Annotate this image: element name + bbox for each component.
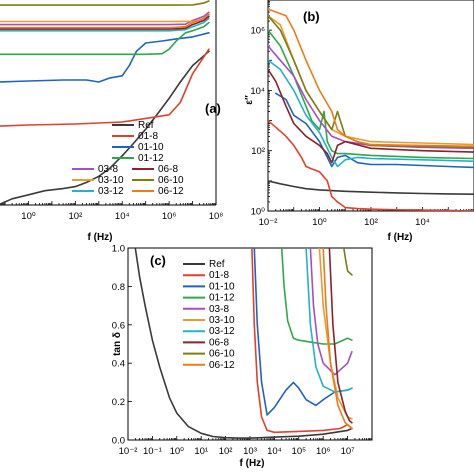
x-tick-label: 10⁴ [115,211,130,222]
x-tick-label: 10⁻¹ [143,446,162,457]
x-tick-label: 10² [69,211,83,222]
legend-label-Ref: Ref [209,259,225,270]
series-line-a-01-12 [0,21,210,56]
legend-label-01-8: 01-8 [138,131,158,142]
panel-c: 10⁻² 10⁻¹ 10⁰ 10¹ 10² 10³ 10⁴ 10⁵ 10⁶ 10⁷ 0.0 0.2 0.… [112,244,373,469]
x-tick-label: 10⁰ [170,446,185,457]
series-line-c-01-10 [253,248,353,416]
series-line-c-03-12 [305,248,353,393]
x-tick-label: 10¹ [194,446,208,457]
x-tick-label: 10⁰ [21,211,36,222]
x-tick-label: 10⁵ [292,446,307,457]
series-line-c-Ref [134,248,353,439]
series-group-c [134,248,353,439]
series-line-c-01-8 [251,248,353,434]
legend-label-06-10: 06-10 [209,349,235,360]
y-tick-label: 10⁰ [251,207,266,218]
series-line-c-03-8 [309,248,353,376]
series-line-b-06-8 [268,68,474,164]
legend-label-01-12: 01-12 [209,293,235,304]
x-tick-label: 10⁴ [267,446,282,457]
x-axis-label-a: f (Hz) [88,232,113,243]
series-line-a-06-12 [0,13,210,29]
panel-a: 10⁰ 10² 10⁴ 10⁶ 10⁸ f (Hz) (a) Ref01-801-1001-1… [0,0,223,243]
legend-label-03-10: 03-10 [98,175,124,186]
legend-label-Ref: Ref [138,120,154,131]
series-line-b-01-8 [268,119,474,211]
legend-c: Ref01-801-1001-1203-803-1003-1206-806-10… [183,259,235,371]
y-tick-label: 10⁴ [250,86,265,97]
y-tick-label: 0.0 [112,436,125,447]
legend-label-01-12: 01-12 [138,153,164,164]
series-group-a [0,0,210,205]
series-line-c-06-10 [343,248,353,276]
legend-label-01-10: 01-10 [138,142,164,153]
legend-label-03-8: 03-8 [209,304,229,315]
y-axis-label-b: ε″ [244,95,255,105]
panel-label-a: (a) [205,101,221,116]
x-tick-label: 10² [364,217,378,228]
legend-label-06-8: 06-8 [209,337,229,348]
series-line-b-01-12 [268,29,474,160]
legend-label-03-12: 03-12 [98,186,124,197]
series-line-b-03-12 [268,59,474,168]
x-tick-label: 10⁰ [312,217,327,228]
series-line-a-01-10 [0,31,210,83]
series-line-c-01-12 [280,248,353,345]
y-tick-label: 0.6 [112,320,125,331]
x-tick-label: 10⁶ [316,446,331,457]
y-tick-label: 1.0 [112,244,125,255]
x-tick-label: 10⁻² [119,446,138,457]
legend-label-03-12: 03-12 [209,326,235,337]
legend-label-06-8: 06-8 [158,164,178,175]
series-line-b-03-8 [268,45,474,150]
series-line-c-06-8 [328,248,353,424]
series-line-b-06-12 [268,8,474,148]
x-tick-label: 10⁶ [162,211,177,222]
legend-label-01-10: 01-10 [209,281,235,292]
legend-label-06-12: 06-12 [209,360,235,371]
series-line-a-01-8 [0,48,210,127]
legend-label-03-8: 03-8 [98,164,118,175]
y-tick-label: 10² [251,146,265,157]
x-axis-label-c: f (Hz) [240,458,265,469]
series-line-a-03-12 [0,17,210,32]
y-tick-label: 0.8 [112,282,125,293]
legend-label-01-8: 01-8 [209,270,229,281]
series-group-b [268,8,474,211]
series-line-c-06-12 [322,248,353,430]
x-tick-label: 10⁻² [259,217,278,228]
series-line-b-Ref [268,180,474,195]
series-line-a-06-8 [0,15,210,30]
panel-label-c: (c) [150,253,166,268]
panel-label-b: (b) [303,9,320,24]
series-line-b-03-10 [268,15,474,146]
series-line-b-06-10 [268,15,474,149]
x-tick-label: 10⁷ [341,446,356,457]
y-axis-label-c: tan δ [112,332,123,356]
x-tick-label: 10³ [243,446,257,457]
y-tick-label: 10⁶ [251,26,266,37]
legend-label-03-10: 03-10 [209,315,235,326]
series-line-a-03-8 [0,11,210,26]
x-tick-label: 10² [219,446,233,457]
x-tick-label: 10⁸ [209,211,224,222]
series-line-a-06-10 [0,0,210,6]
x-axis-label-b: f (Hz) [388,232,413,243]
legend-label-06-12: 06-12 [158,186,184,197]
y-tick-label: 0.4 [112,359,125,370]
x-tick-label: 10⁴ [415,217,430,228]
series-line-a-03-10 [0,13,210,23]
legend-label-06-10: 06-10 [158,175,184,186]
y-tick-label: 0.2 [112,397,125,408]
axes-frame-b [267,0,474,212]
series-line-a-Ref [0,50,210,205]
